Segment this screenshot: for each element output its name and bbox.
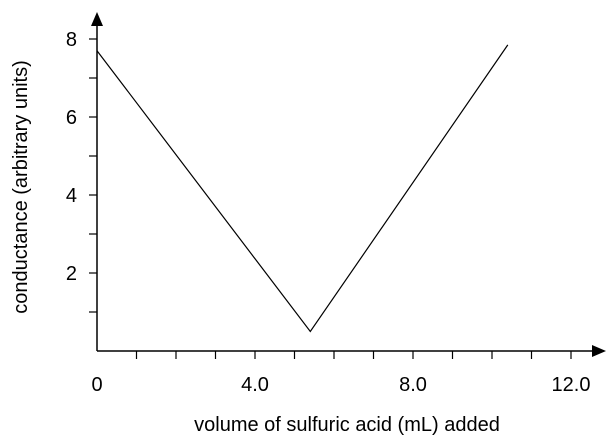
axes (91, 12, 606, 357)
x-axis-arrow-icon (592, 345, 606, 357)
y-axis-label: conductance (arbitrary units) (10, 60, 32, 313)
x-tick-label: 0 (91, 374, 102, 396)
x-ticks: 0 4.0 8.0 12.0 (91, 351, 590, 396)
series-line (96, 44, 509, 333)
y-tick-label: 6 (66, 107, 77, 129)
series (96, 44, 509, 333)
x-axis-label: volume of sulfuric acid (mL) added (194, 414, 500, 436)
x-tick-label: 12.0 (552, 374, 591, 396)
y-tick-label: 2 (66, 263, 77, 285)
y-tick-label: 8 (66, 29, 77, 51)
x-tick-label: 8.0 (399, 374, 427, 396)
y-ticks: 2 4 6 8 (66, 29, 97, 313)
y-axis-arrow-icon (91, 12, 103, 26)
y-tick-label: 4 (66, 185, 77, 207)
x-tick-label: 4.0 (241, 374, 269, 396)
